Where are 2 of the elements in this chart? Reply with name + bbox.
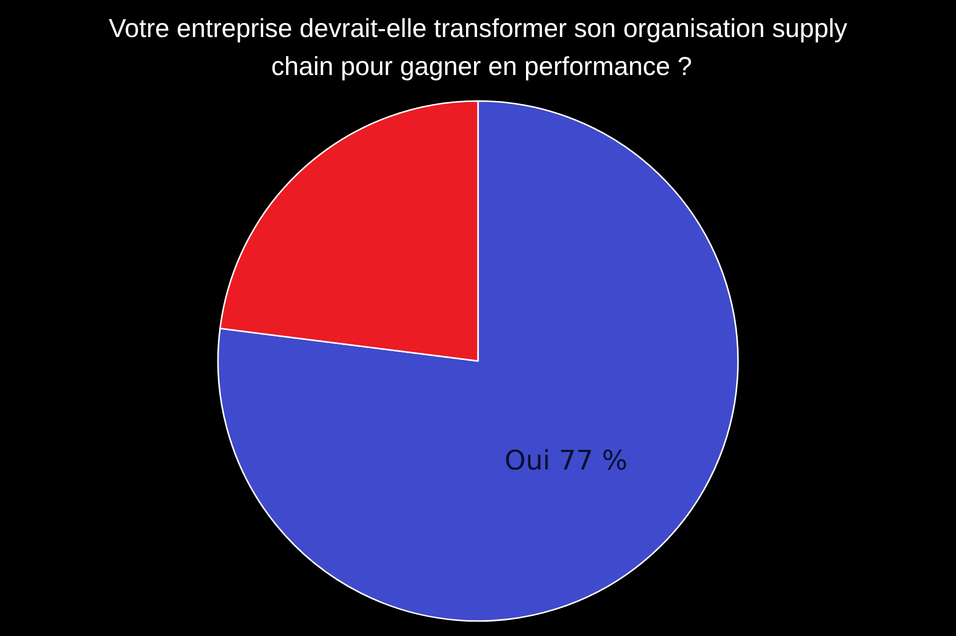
chart-title: Votre entreprise devrait-elle transformer son organisation supply chain pour gagner en performance ? (108, 13, 848, 81)
slice-label: Oui 77 % (504, 445, 628, 476)
